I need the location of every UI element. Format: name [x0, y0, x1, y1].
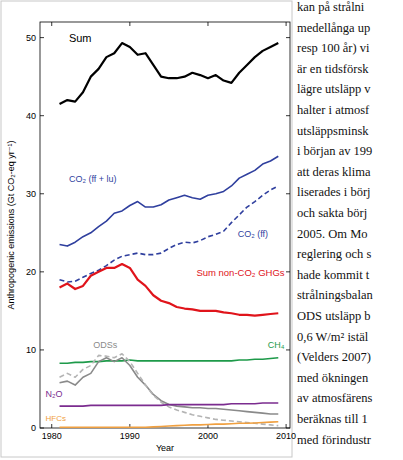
body-text-line: liserades i börj	[297, 185, 371, 199]
series-line	[60, 358, 279, 414]
y-tick	[40, 428, 44, 429]
y-tick	[40, 37, 44, 38]
x-tick	[286, 424, 287, 428]
x-tick-label: 2000	[198, 431, 218, 441]
series-label: N₂O	[45, 389, 62, 399]
series-label: CH₄	[268, 340, 285, 350]
series-label: CO₂ (ff + lu)	[69, 174, 117, 184]
body-text-line: medellånga up	[297, 21, 370, 35]
body-text-line: i början av 199	[297, 144, 372, 158]
y-tick-right	[286, 271, 290, 272]
series-line	[60, 422, 279, 427]
body-text-line: av atmosfärens	[297, 391, 372, 405]
body-text-line: (Velders 2007)	[297, 350, 371, 364]
figure: 0 10 20 30 40 50 1980 1990 2000 2010 Year Anthropog…	[0, 0, 403, 460]
x-tick-label: 2010	[276, 431, 296, 441]
x-tick-top	[286, 22, 287, 26]
body-text-line: beräknas till 1	[297, 412, 368, 426]
y-tick-right	[286, 115, 290, 116]
x-axis-label: Year	[156, 443, 174, 453]
y-tick-label: 30	[26, 189, 36, 199]
series-line	[60, 354, 279, 426]
y-tick-label: 0	[31, 423, 36, 433]
x-tick	[51, 424, 52, 428]
series-label: HFCs	[45, 414, 65, 423]
body-text-line: utsläppsminsk	[297, 124, 369, 138]
y-tick	[40, 193, 44, 194]
body-text-line: och sakta börj	[297, 206, 367, 220]
body-text-line: 0,6 W/m² istäl	[297, 330, 369, 344]
y-tick	[40, 115, 44, 116]
y-tick-right	[286, 349, 290, 350]
y-tick-label: 10	[26, 345, 36, 355]
body-text-line: hade kommit t	[297, 268, 370, 282]
body-text-line: reglering och s	[297, 247, 371, 261]
body-text-line: kan på strålni	[297, 0, 365, 14]
figure-frame	[1, 1, 292, 457]
body-text-line: med förindustr	[297, 433, 372, 447]
series-line	[60, 156, 279, 246]
y-tick-right	[286, 428, 290, 429]
body-text-line: 2005. Om Mo	[297, 227, 368, 241]
x-tick-top	[207, 22, 208, 26]
body-text-line: lägre utsläpp v	[297, 82, 371, 96]
x-tick-label: 1990	[120, 431, 140, 441]
y-tick-right	[286, 37, 290, 38]
body-text-line: att deras klima	[297, 165, 371, 179]
body-text-line: ODS utsläpp b	[297, 309, 371, 323]
body-text-line: halter i atmosf	[297, 103, 370, 117]
y-tick-label: 20	[26, 267, 36, 277]
series-label: Sum non-CO₂ GHGs	[196, 267, 284, 278]
x-tick-label: 1980	[42, 431, 62, 441]
y-tick	[40, 271, 44, 272]
x-tick-top	[129, 22, 130, 26]
series-label: Sum	[69, 32, 92, 44]
body-text-line: strålningsbalan	[297, 288, 373, 302]
y-tick-label: 40	[26, 111, 36, 121]
series-line	[60, 403, 279, 406]
y-tick-right	[286, 193, 290, 194]
body-text-line: resp 100 år) vi	[297, 41, 370, 55]
series-label: CO₂ (ff)	[238, 229, 268, 239]
plot-frame	[40, 22, 290, 428]
y-tick-label: 50	[26, 33, 36, 43]
body-text-line: är en tidsförsk	[297, 62, 369, 76]
x-tick-top	[51, 22, 52, 26]
series-line	[60, 43, 279, 104]
series-label: ODSs	[93, 340, 118, 350]
body-text-line: med ökningen	[297, 371, 369, 385]
series-group	[60, 43, 279, 427]
y-tick	[40, 349, 44, 350]
y-axis-label: Anthropogenic emissions (Gt CO₂-eq yr⁻¹)	[6, 141, 16, 310]
